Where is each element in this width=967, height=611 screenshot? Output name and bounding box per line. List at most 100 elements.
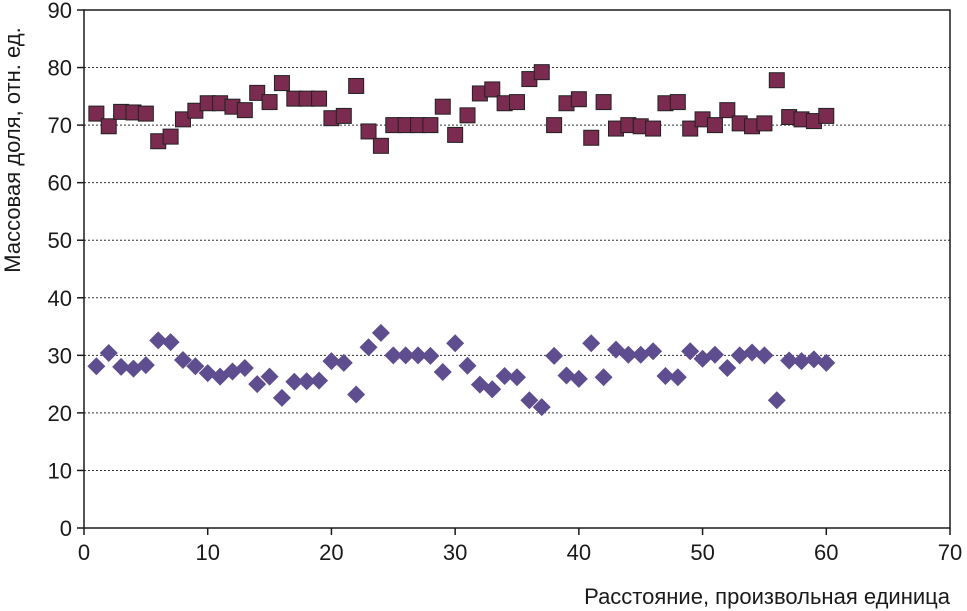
y-tick-label: 10 [48,458,72,483]
data-point-diamond [532,398,551,417]
data-point-square [546,117,563,134]
data-point-diamond [582,334,601,353]
data-point-diamond [235,358,254,377]
x-tick-label: 40 [567,540,591,565]
plot-frame [83,9,951,529]
x-tick-label: 20 [319,540,343,565]
data-point-diamond [421,346,440,365]
data-point-square [137,105,154,122]
data-point-diamond [173,350,192,369]
data-point-diamond [508,368,526,387]
y-tick-label: 90 [48,0,72,23]
data-point-square [273,75,290,92]
y-tick-label: 70 [48,113,72,138]
data-point-square [447,126,464,143]
data-point-diamond [545,346,564,365]
data-point-square [162,128,179,145]
data-point-diamond [285,372,304,391]
data-point-diamond [260,367,279,386]
data-point-diamond [186,357,205,376]
y-tick-label: 30 [48,343,72,368]
data-point-square [682,120,699,137]
data-point-diamond [334,353,353,372]
data-point-diamond [149,331,168,350]
data-point-diamond [483,380,502,399]
y-axis-label: Массовая доля, отн. ед. [0,27,25,272]
data-point-diamond [755,346,774,365]
data-point-square [484,81,501,98]
data-point-square [236,102,253,119]
data-point-diamond [520,391,539,410]
x-tick-label: 0 [78,540,90,565]
data-point-diamond [446,334,465,353]
data-series [87,64,836,417]
data-point-diamond [272,388,291,407]
data-point-square [88,105,105,122]
data-point-square [706,117,723,134]
data-point-square [669,94,686,111]
data-point-square [583,129,600,146]
data-point-square [335,107,352,124]
data-point-square [434,98,451,115]
data-point-diamond [396,346,415,365]
data-point-diamond [619,345,638,364]
data-point-diamond [681,342,700,361]
data-point-diamond [780,351,799,370]
data-point-diamond [730,346,749,365]
data-point-square [360,123,377,140]
data-point-square [459,107,476,124]
series-2 [87,323,836,417]
data-point-diamond [87,357,106,376]
data-point-square [261,94,278,111]
data-point-diamond [347,385,366,404]
y-tick-label: 80 [48,56,72,81]
data-point-diamond [433,363,452,382]
data-point-diamond [644,342,663,361]
y-tick-label: 40 [48,286,72,311]
data-point-square [348,77,365,94]
y-tick-label: 20 [48,401,72,426]
x-tick-label: 50 [690,540,714,565]
data-point-diamond [99,344,118,363]
x-tick-label: 10 [195,540,219,565]
x-tick-label: 30 [443,540,467,565]
data-point-square [645,120,662,137]
data-point-diamond [792,352,811,371]
y-tick-label: 50 [48,228,72,253]
x-axis-ticks: 0 10 20 30 40 50 60 70 [78,528,962,565]
data-point-diamond [743,343,762,362]
data-point-diamond [371,323,390,342]
data-point-square [174,111,191,128]
data-point-square [756,115,773,132]
data-point-diamond [705,345,724,364]
data-point-square [818,107,835,124]
data-point-square [422,117,439,134]
data-point-square [311,90,328,107]
data-point-diamond [384,346,403,365]
data-point-diamond [569,369,588,388]
data-point-square [570,91,587,108]
data-point-diamond [310,371,329,390]
data-point-diamond [594,368,613,387]
data-point-diamond [112,357,131,376]
data-point-diamond [767,391,786,410]
data-point-square [372,137,389,154]
x-tick-label: 70 [938,540,962,565]
data-point-diamond [248,375,267,394]
series-1 [88,64,835,154]
y-tick-label: 60 [48,171,72,196]
data-point-square [768,72,785,89]
y-axis-ticks: 0 10 20 30 40 50 60 70 80 90 [48,0,84,541]
x-tick-label: 60 [814,540,838,565]
data-point-diamond [495,367,514,386]
data-point-diamond [409,346,428,365]
data-point-square [719,102,736,119]
data-point-diamond [136,356,155,375]
data-point-diamond [161,333,180,352]
data-point-square [533,64,550,81]
grid-lines [84,67,950,471]
data-point-diamond [817,353,836,372]
data-point-diamond [359,338,378,357]
data-point-square [249,84,266,101]
